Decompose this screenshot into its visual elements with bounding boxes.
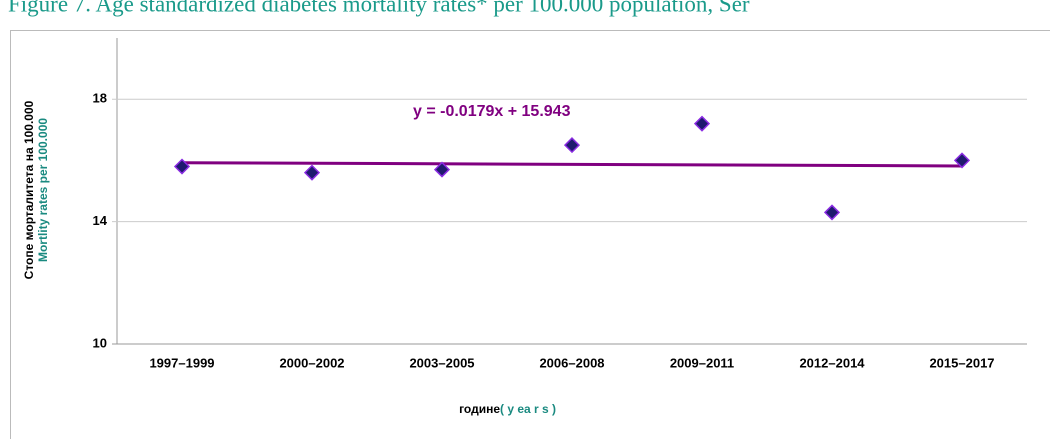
marker — [563, 137, 581, 154]
y-tick-label: 18 — [93, 91, 107, 106]
x-tick-label: 1997–1999 — [149, 355, 214, 370]
trend-label: y = -0.0179x + 15.943 — [413, 103, 571, 120]
marker — [173, 158, 191, 175]
marker — [303, 164, 321, 181]
marker — [823, 204, 841, 221]
chart-frame — [10, 30, 1050, 439]
x-tick-label: 2000–2002 — [279, 355, 344, 370]
x-tick-label: 2012–2014 — [799, 355, 865, 370]
x-tick-label: 2015–2017 — [929, 355, 994, 370]
y-axis-label: Стопе морталитета на 100.000 — [22, 100, 36, 279]
x-axis-label: године — [459, 402, 500, 416]
x-tick-label: 2009–2011 — [670, 355, 734, 370]
marker — [433, 161, 451, 178]
marker — [693, 115, 711, 132]
y-axis-label-en: Mortlity rates per 100.000 — [36, 118, 50, 262]
y-tick-label: 10 — [93, 335, 107, 350]
chart-title: Figure 7. Age standardized diabetes mort… — [8, 0, 750, 16]
x-tick-label: 2006–2008 — [539, 355, 604, 370]
trend-line — [181, 161, 963, 168]
x-axis-label-en: ( y ea r s ) — [500, 402, 556, 416]
x-tick-label: 2003–2005 — [409, 355, 474, 370]
marker — [953, 152, 971, 169]
y-tick-label: 14 — [93, 213, 108, 228]
